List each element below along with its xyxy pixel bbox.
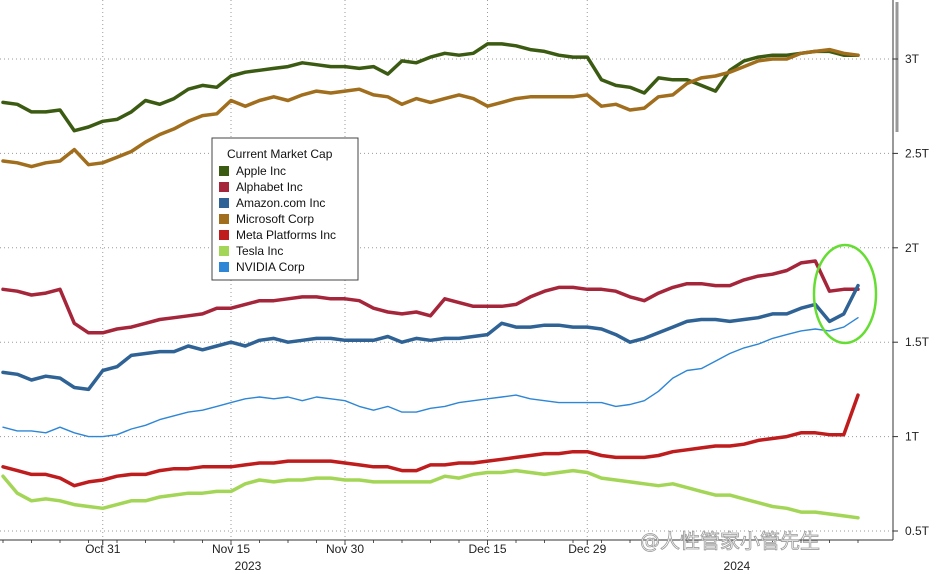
watermark: @人性管家小管先生 [640, 529, 821, 554]
legend-box [211, 137, 359, 281]
chart-annotations [812, 2, 899, 345]
legend-label-alphabet-inc: Alphabet Inc [236, 180, 303, 194]
legend-title: Current Market Cap [227, 147, 333, 161]
x-tick-label-0: Oct 31 [85, 542, 121, 556]
y-tick-label-2: 1.5T [905, 335, 930, 349]
legend-label-meta-platforms-inc: Meta Platforms Inc [236, 228, 336, 242]
legend-swatch-amazon-com-inc [219, 198, 229, 208]
y-tick-label-5: 3T [905, 52, 920, 66]
y-tick-label-3: 2T [905, 241, 920, 255]
series-line-meta-platforms-inc [1, 393, 860, 488]
series-line-apple-inc [1, 42, 860, 133]
y-tick-label-1: 1T [905, 430, 920, 444]
legend-swatch-microsoft-corp [219, 214, 229, 224]
legend-label-apple-inc: Apple Inc [236, 164, 286, 178]
legend-label-nvidia-corp: NVIDIA Corp [236, 260, 305, 274]
series-line-microsoft-corp [1, 47, 860, 169]
series-line-amazon-com-inc [1, 283, 860, 392]
highlight-ellipse [812, 243, 878, 345]
y-tick-label-4: 2.5T [905, 146, 930, 160]
x-year-label-0: 2023 [235, 559, 262, 573]
legend-label-amazon-com-inc: Amazon.com Inc [236, 196, 325, 210]
x-tick-label-4: Dec 29 [568, 542, 606, 556]
x-year-label-1: 2024 [724, 559, 751, 573]
legend-swatch-alphabet-inc [219, 182, 229, 192]
chart-gridlines [0, 0, 893, 540]
legend-swatch-nvidia-corp [219, 262, 229, 272]
x-tick-label-3: Dec 15 [468, 542, 506, 556]
x-tick-label-1: Nov 15 [212, 542, 250, 556]
legend-label-microsoft-corp: Microsoft Corp [236, 212, 314, 226]
chart-series-lines [1, 42, 860, 520]
series-line-nvidia-corp [2, 317, 859, 438]
series-line-alphabet-inc [1, 259, 860, 335]
legend-swatch-meta-platforms-inc [219, 230, 229, 240]
watermark-text: @人性管家小管先生 [640, 529, 820, 553]
x-tick-label-2: Nov 30 [326, 542, 364, 556]
chart-legend: Current Market Cap Apple Inc Alphabet Inc A… [211, 137, 359, 281]
legend-swatch-tesla-inc [219, 246, 229, 256]
y-tick-label-0: 0.5T [905, 524, 930, 538]
series-line-tesla-inc [1, 468, 860, 520]
legend-swatch-apple-inc [219, 166, 229, 176]
legend-label-tesla-inc: Tesla Inc [236, 244, 283, 258]
